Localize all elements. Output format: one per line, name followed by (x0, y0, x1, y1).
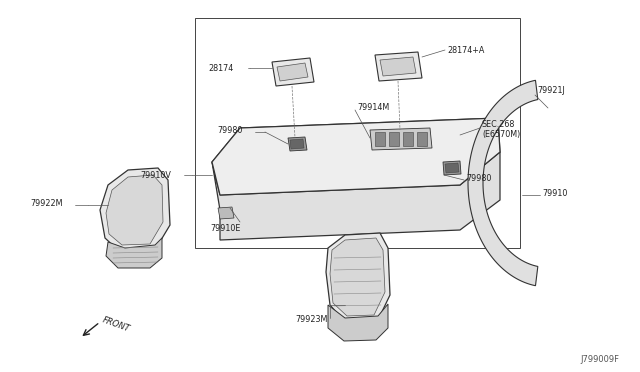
Polygon shape (277, 63, 308, 81)
Polygon shape (389, 132, 399, 146)
Polygon shape (417, 132, 427, 146)
Polygon shape (326, 233, 390, 322)
Polygon shape (212, 118, 500, 195)
Text: 79910E: 79910E (210, 224, 241, 232)
Text: 28174+A: 28174+A (447, 45, 484, 55)
Text: 79980: 79980 (217, 125, 243, 135)
Polygon shape (328, 304, 388, 341)
Polygon shape (218, 207, 234, 219)
Polygon shape (272, 58, 314, 86)
Ellipse shape (394, 140, 449, 164)
Text: SEC.268: SEC.268 (482, 119, 515, 128)
Text: 79922M: 79922M (30, 199, 63, 208)
Polygon shape (375, 132, 385, 146)
Text: 79980: 79980 (466, 173, 492, 183)
Polygon shape (288, 137, 307, 151)
Text: (E6570M): (E6570M) (482, 129, 520, 138)
Text: J799009F: J799009F (580, 356, 619, 365)
Polygon shape (380, 57, 416, 76)
Text: 79910: 79910 (542, 189, 568, 198)
Polygon shape (445, 163, 459, 173)
Polygon shape (443, 161, 461, 175)
Text: 79914M: 79914M (357, 103, 389, 112)
Polygon shape (375, 52, 422, 81)
Polygon shape (290, 139, 304, 149)
Polygon shape (106, 238, 162, 268)
Text: FRONT: FRONT (102, 316, 132, 334)
Text: 79921J: 79921J (537, 86, 564, 94)
Polygon shape (330, 238, 385, 316)
Polygon shape (212, 152, 500, 240)
Polygon shape (468, 80, 538, 286)
Ellipse shape (288, 144, 348, 172)
Text: 79910V: 79910V (140, 170, 171, 180)
Text: 79923M: 79923M (295, 315, 328, 324)
Ellipse shape (402, 143, 442, 161)
Polygon shape (106, 175, 163, 245)
Polygon shape (403, 132, 413, 146)
Polygon shape (100, 168, 170, 252)
Text: 28174: 28174 (208, 64, 233, 73)
Polygon shape (212, 118, 500, 195)
Polygon shape (370, 128, 432, 150)
Ellipse shape (296, 148, 340, 168)
